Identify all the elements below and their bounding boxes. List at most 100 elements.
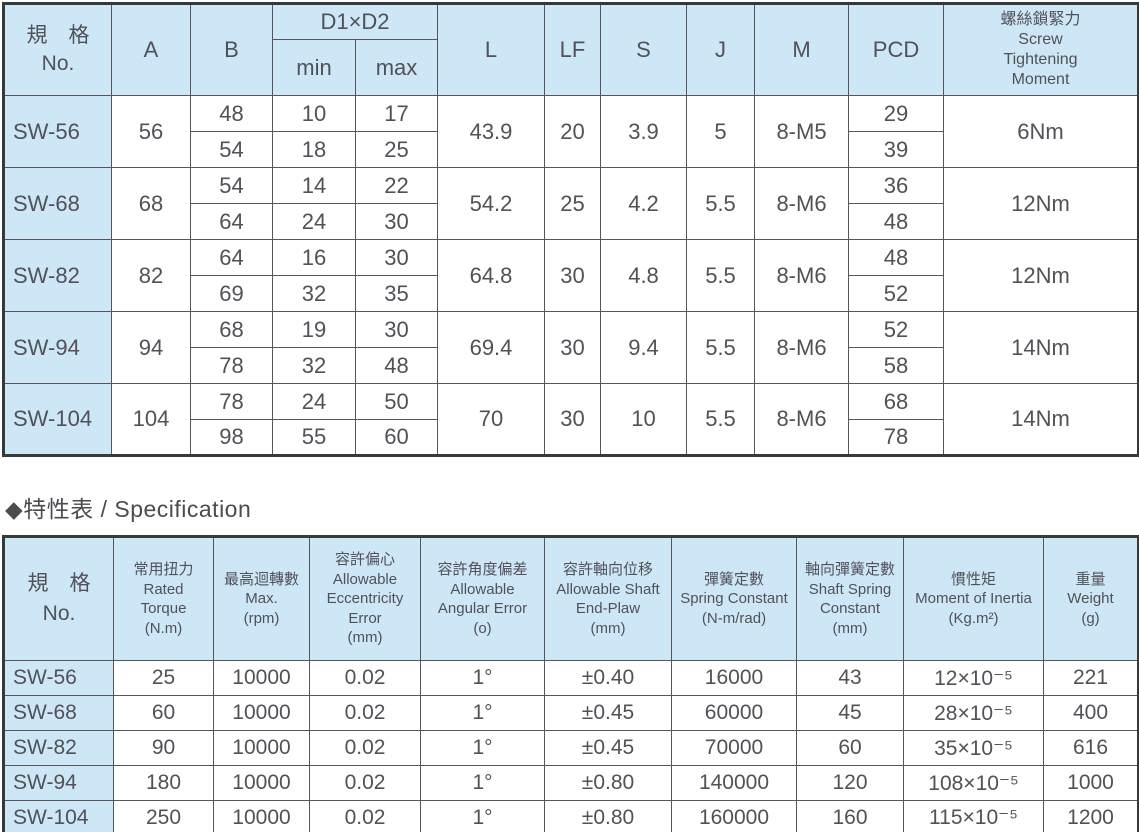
table-cell: 55 — [272, 419, 356, 456]
table-cell: 68 — [848, 383, 944, 420]
table-cell: 180 — [113, 765, 214, 801]
dim-col-a: A — [111, 3, 191, 96]
dim-col-min: min — [272, 39, 356, 96]
table-cell: 45 — [796, 695, 904, 731]
table-cell: ±0.80 — [544, 800, 672, 832]
table-cell: 78 — [190, 383, 273, 420]
table-cell: 120 — [796, 765, 904, 801]
table-cell: 48 — [190, 95, 273, 132]
table-cell: 8-M6 — [754, 239, 849, 312]
row-label: SW-94 — [3, 765, 114, 801]
table-cell: 30 — [355, 311, 438, 348]
table-cell: 12×10⁻⁵ — [903, 660, 1044, 696]
table-cell: 90 — [113, 730, 214, 766]
table-cell: 14 — [272, 167, 356, 204]
table-cell: 10000 — [213, 765, 310, 801]
section-title: ◆特性表 / Specification — [5, 496, 252, 522]
dim-col-m: M — [754, 3, 849, 96]
table-cell: 94 — [111, 311, 191, 384]
table-cell: 52 — [848, 311, 944, 348]
table-row: SW-104 104 78 24 50 70 30 10 5.5 8-M6 68… — [3, 383, 1139, 456]
table-cell: 36 — [848, 167, 944, 204]
table-cell: 1° — [420, 695, 545, 731]
table-cell: 35 — [355, 275, 438, 312]
table-cell: 58 — [848, 347, 944, 384]
table-cell: 18 — [272, 131, 356, 168]
dim-col-spec-no: 規 格 No. — [3, 3, 112, 96]
table-cell: 48 — [355, 347, 438, 384]
table-cell: 68 — [111, 167, 191, 240]
row-label: SW-82 — [3, 239, 112, 312]
table-row: SW-94 180 10000 0.02 1° ±0.80 140000 120… — [3, 765, 1139, 801]
dim-col-s: S — [600, 3, 687, 96]
table-cell: 82 — [111, 239, 191, 312]
row-label: SW-68 — [3, 695, 114, 731]
table-cell: 1° — [420, 730, 545, 766]
table-cell: ±0.80 — [544, 765, 672, 801]
table-cell: 0.02 — [309, 765, 421, 801]
table-cell: 1° — [420, 800, 545, 832]
table-cell: 10000 — [213, 660, 310, 696]
table-cell: 8-M6 — [754, 383, 849, 456]
table-row: SW-68 60 10000 0.02 1° ±0.45 60000 45 28… — [3, 695, 1139, 731]
table-cell: 221 — [1043, 660, 1139, 696]
table-cell: 56 — [111, 95, 191, 168]
row-label: SW-68 — [3, 167, 112, 240]
table-row: SW-82 90 10000 0.02 1° ±0.45 70000 60 35… — [3, 730, 1139, 766]
table-cell: 28×10⁻⁵ — [903, 695, 1044, 731]
specification-table: 規 格 No. 常用扭力 Rated Torque (N.m) 最高迴轉數 Ma… — [2, 535, 1139, 832]
table-cell: 50 — [355, 383, 438, 420]
table-cell: 10000 — [213, 730, 310, 766]
table-row: SW-56 25 10000 0.02 1° ±0.40 16000 43 12… — [3, 660, 1139, 696]
spec-col-weight: 重量 Weight (g) — [1043, 536, 1139, 661]
dim-col-pcd: PCD — [848, 3, 944, 96]
table-cell: 1000 — [1043, 765, 1139, 801]
table-cell: 30 — [544, 311, 601, 384]
table-cell: 14Nm — [943, 311, 1139, 384]
row-label: SW-82 — [3, 730, 114, 766]
table-cell: 1200 — [1043, 800, 1139, 832]
dim-col-b: B — [190, 3, 273, 96]
table-cell: 30 — [355, 239, 438, 276]
table-cell: 54 — [190, 167, 273, 204]
table-cell: 5.5 — [686, 167, 755, 240]
table-cell: 108×10⁻⁵ — [903, 765, 1044, 801]
spec-col-eccentricity-error: 容許偏心 Allowable Eccentricity Error (mm) — [309, 536, 421, 661]
spec-col-shaft-spring-constant: 軸向彈簧定數 Shaft Spring Constant (mm) — [796, 536, 904, 661]
table-cell: ±0.40 — [544, 660, 672, 696]
table-cell: 140000 — [671, 765, 797, 801]
dimension-table: 規 格 No. A B D1×D2 L LF S J M PCD 螺絲鎖緊力 S… — [2, 2, 1139, 457]
table-cell: 68 — [190, 311, 273, 348]
table-cell: 12Nm — [943, 239, 1139, 312]
table-cell: 98 — [190, 419, 273, 456]
row-label: SW-56 — [3, 660, 114, 696]
table-cell: 10000 — [213, 695, 310, 731]
table-cell: 14Nm — [943, 383, 1139, 456]
table-cell: 0.02 — [309, 800, 421, 832]
table-cell: 400 — [1043, 695, 1139, 731]
dim-col-d1xd2: D1×D2 — [272, 3, 438, 40]
table-cell: 70000 — [671, 730, 797, 766]
table-cell: 32 — [272, 275, 356, 312]
spec-col-spring-constant: 彈簧定數 Spring Constant (N-m/rad) — [671, 536, 797, 661]
table-cell: 115×10⁻⁵ — [903, 800, 1044, 832]
table-cell: 9.4 — [600, 311, 687, 384]
table-cell: 0.02 — [309, 660, 421, 696]
table-cell: 25 — [544, 167, 601, 240]
table-cell: 160 — [796, 800, 904, 832]
row-label: SW-94 — [3, 311, 112, 384]
table-row: SW-82 82 64 16 30 64.8 30 4.8 5.5 8-M6 4… — [3, 239, 1139, 312]
table-cell: 78 — [848, 419, 944, 456]
spec-col-moment-of-inertia: 慣性矩 Moment of Inertia (Kg.m²) — [903, 536, 1044, 661]
table-cell: 60 — [796, 730, 904, 766]
table-cell: 8-M5 — [754, 95, 849, 168]
table-cell: 30 — [544, 383, 601, 456]
table-cell: 104 — [111, 383, 191, 456]
table-cell: 29 — [848, 95, 944, 132]
table-cell: 69.4 — [437, 311, 545, 384]
dim-col-max: max — [355, 39, 438, 96]
row-label: SW-104 — [3, 383, 112, 456]
table-cell: 32 — [272, 347, 356, 384]
table-cell: 19 — [272, 311, 356, 348]
table-cell: 24 — [272, 383, 356, 420]
